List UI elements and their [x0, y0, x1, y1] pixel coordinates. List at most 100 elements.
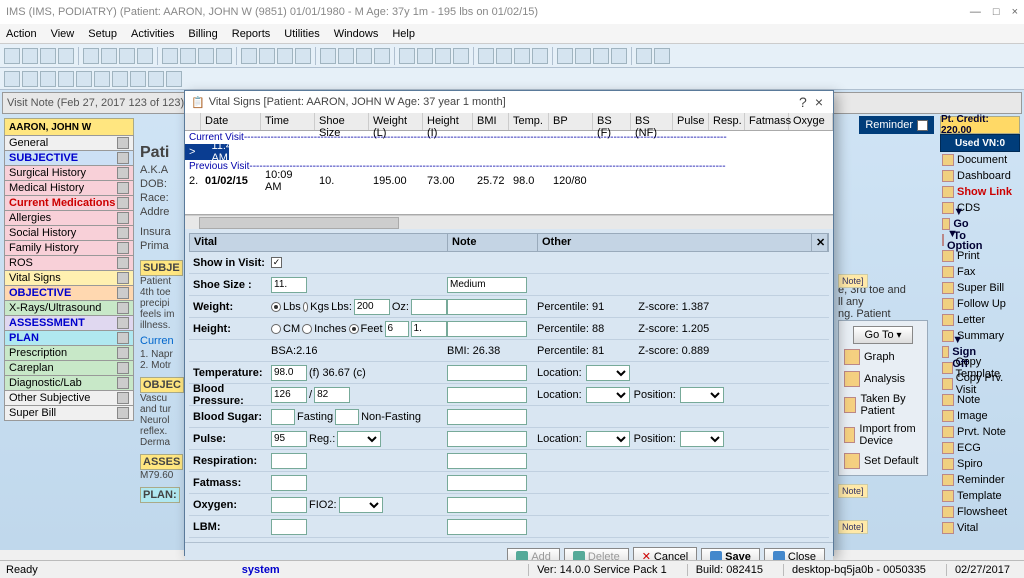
goto-button[interactable]: Go To ▾: [853, 326, 913, 344]
bp-pos-select[interactable]: [680, 387, 724, 403]
rightlink-document[interactable]: Document: [940, 152, 1020, 168]
height-in-input[interactable]: [411, 321, 447, 337]
show-in-visit-checkbox[interactable]: [271, 257, 282, 268]
shoe-note-input[interactable]: [447, 277, 527, 293]
rightlink-super-bill[interactable]: Super Bill: [940, 280, 1020, 296]
rightlink-vital[interactable]: Vital: [940, 520, 1020, 536]
toolbar-icon[interactable]: [320, 48, 336, 64]
rightlink-letter[interactable]: Letter: [940, 312, 1020, 328]
patient-name-bar[interactable]: AARON, JOHN W: [4, 118, 134, 136]
resp-note[interactable]: [447, 453, 527, 469]
h-scrollbar[interactable]: [185, 215, 833, 229]
graph-button[interactable]: Graph: [842, 346, 924, 368]
weight-oz-input[interactable]: [411, 299, 447, 315]
toolbar-icon[interactable]: [532, 48, 548, 64]
lbm-input[interactable]: [271, 519, 307, 535]
taken-by-patient-button[interactable]: Taken By Patient: [842, 390, 924, 420]
menu-utilities[interactable]: Utilities: [284, 28, 319, 40]
toolbar-icon[interactable]: [22, 48, 38, 64]
rightlink-show-link[interactable]: Show Link: [940, 184, 1020, 200]
rightlink-ecg[interactable]: ECG: [940, 440, 1020, 456]
temp-note[interactable]: [447, 365, 527, 381]
toolbar-icon[interactable]: [162, 48, 178, 64]
height-cm-radio[interactable]: [271, 324, 281, 334]
temp-input[interactable]: [271, 365, 307, 381]
menu-billing[interactable]: Billing: [188, 28, 217, 40]
rightlink-option[interactable]: ▼ Option: [940, 232, 984, 248]
toolbar-icon[interactable]: [94, 71, 110, 87]
toolbar-icon[interactable]: [180, 48, 196, 64]
toolbar-icon[interactable]: [241, 48, 257, 64]
category-ros[interactable]: ROS: [4, 255, 134, 271]
lbm-note[interactable]: [447, 519, 527, 535]
toolbar-icon[interactable]: [514, 48, 530, 64]
note-tag[interactable]: Note]: [838, 274, 868, 288]
toolbar-icon[interactable]: [277, 48, 293, 64]
category-objective[interactable]: OBJECTIVE: [4, 285, 134, 301]
pulse-pos-select[interactable]: [680, 431, 724, 447]
category-diagnostic-lab[interactable]: Diagnostic/Lab: [4, 375, 134, 391]
toolbar-icon[interactable]: [399, 48, 415, 64]
oxy-input[interactable]: [271, 497, 307, 513]
import-device-button[interactable]: Import from Device: [842, 420, 924, 450]
toolbar-icon[interactable]: [216, 48, 232, 64]
bs-fast-input[interactable]: [271, 409, 295, 425]
category-super-bill[interactable]: Super Bill: [4, 405, 134, 421]
pulse-input[interactable]: [271, 431, 307, 447]
weight-note-input[interactable]: [447, 299, 527, 315]
rightlink-fax[interactable]: Fax: [940, 264, 1020, 280]
toolbar-icon[interactable]: [417, 48, 433, 64]
toolbar-icon[interactable]: [654, 48, 670, 64]
toolbar-icon[interactable]: [83, 48, 99, 64]
rightlink-reminder[interactable]: Reminder: [940, 472, 1020, 488]
toolbar-icon[interactable]: [58, 48, 74, 64]
category-other-subjective[interactable]: Other Subjective: [4, 390, 134, 406]
menu-action[interactable]: Action: [6, 28, 37, 40]
toolbar-icon[interactable]: [435, 48, 451, 64]
toolbar-icon[interactable]: [4, 71, 20, 87]
category-general[interactable]: General: [4, 135, 134, 151]
oxy-note[interactable]: [447, 497, 527, 513]
dialog-close-icon[interactable]: ×: [811, 94, 827, 110]
toolbar-icon[interactable]: [101, 48, 117, 64]
menu-view[interactable]: View: [51, 28, 75, 40]
rightlink-template[interactable]: Template: [940, 488, 1020, 504]
fio2-select[interactable]: [339, 497, 383, 513]
reminder-checkbox[interactable]: [917, 120, 928, 131]
category-vital-signs[interactable]: Vital Signs: [4, 270, 134, 286]
minimize-icon[interactable]: —: [970, 6, 981, 18]
toolbar-icon[interactable]: [356, 48, 372, 64]
rightlink-prvt-note[interactable]: Prvt. Note: [940, 424, 1020, 440]
bp-loc-select[interactable]: [586, 387, 630, 403]
weight-lbs-radio[interactable]: [271, 302, 281, 312]
menu-activities[interactable]: Activities: [131, 28, 174, 40]
rightlink-follow-up[interactable]: Follow Up: [940, 296, 1020, 312]
toolbar-icon[interactable]: [453, 48, 469, 64]
bp-sys-input[interactable]: [271, 387, 307, 403]
help-icon[interactable]: ?: [795, 94, 811, 110]
bs-nfast-input[interactable]: [335, 409, 359, 425]
toolbar-icon[interactable]: [40, 48, 56, 64]
category-surgical-history[interactable]: Surgical History: [4, 165, 134, 181]
toolbar-icon[interactable]: [119, 48, 135, 64]
toolbar-icon[interactable]: [76, 71, 92, 87]
toolbar-icon[interactable]: [137, 48, 153, 64]
category-prescription[interactable]: Prescription: [4, 345, 134, 361]
bp-dia-input[interactable]: [314, 387, 350, 403]
toolbar-icon[interactable]: [611, 48, 627, 64]
maximize-icon[interactable]: □: [993, 6, 1000, 18]
rightlink-spiro[interactable]: Spiro: [940, 456, 1020, 472]
toolbar-icon[interactable]: [636, 48, 652, 64]
toolbar-icon[interactable]: [478, 48, 494, 64]
fat-note[interactable]: [447, 475, 527, 491]
toolbar-icon[interactable]: [130, 71, 146, 87]
height-ft-input[interactable]: [385, 321, 409, 337]
category-assessment[interactable]: ASSESSMENT: [4, 315, 134, 331]
analysis-button[interactable]: Analysis: [842, 368, 924, 390]
toolbar-icon[interactable]: [166, 71, 182, 87]
weight-lbs-input[interactable]: [354, 299, 390, 315]
rightlink-copy-prv-visit[interactable]: Copy Prv. Visit: [940, 376, 1020, 392]
height-in-radio[interactable]: [302, 324, 312, 334]
toolbar-icon[interactable]: [557, 48, 573, 64]
history-grid[interactable]: Current Visit---------------------------…: [185, 131, 833, 215]
